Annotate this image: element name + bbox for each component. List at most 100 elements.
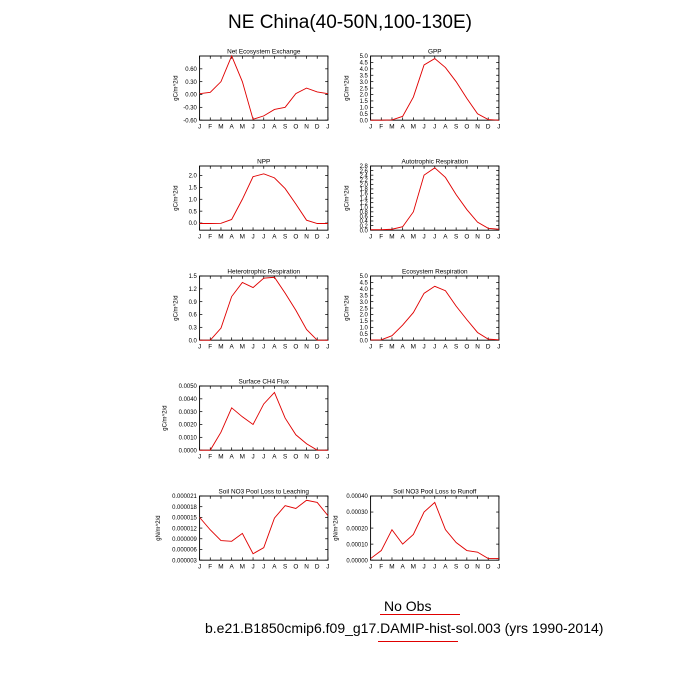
x-tick-label: N <box>304 233 309 240</box>
x-tick-label: F <box>208 453 212 460</box>
x-tick-label: A <box>230 343 235 350</box>
y-tick-label: 4.5 <box>360 61 369 67</box>
y-axis-label: gC/m^2/d <box>174 295 180 320</box>
x-tick-label: D <box>486 123 491 130</box>
x-tick-label: O <box>293 563 298 570</box>
x-tick-label: J <box>262 233 265 240</box>
panel-title: Soil NO3 Pool Loss to Runoff <box>393 488 476 495</box>
x-tick-label: M <box>389 123 394 130</box>
x-tick-label: J <box>198 123 201 130</box>
x-tick-label: J <box>369 563 372 570</box>
x-tick-label: S <box>454 233 458 240</box>
x-tick-label: F <box>379 343 383 350</box>
plot-frame <box>370 165 500 231</box>
x-tick-label: A <box>272 453 277 460</box>
y-tick-label: 1.2 <box>360 201 368 207</box>
x-tick-label: A <box>230 453 235 460</box>
panel-title: Net Ecosystem Exchange <box>227 48 301 55</box>
y-tick-label: 3.0 <box>360 300 369 306</box>
y-tick-label: 0.0 <box>189 221 198 227</box>
panel-title: NPP <box>257 158 270 165</box>
series-line <box>370 167 499 231</box>
series-line <box>199 54 328 120</box>
y-tick-label: 2.8 <box>360 164 369 170</box>
x-tick-label: J <box>198 343 201 350</box>
y-tick-label: 0.2 <box>360 224 368 230</box>
y-tick-label: -0.60 <box>183 118 197 124</box>
y-tick-label: 1.5 <box>360 319 369 325</box>
y-tick-label: -0.30 <box>183 106 197 112</box>
y-tick-label: 0.9 <box>189 300 198 306</box>
y-tick-label: 0.000018 <box>172 505 197 511</box>
y-tick-label: 2.0 <box>360 93 369 99</box>
y-axis-label: gC/m^2/d <box>345 185 351 210</box>
x-tick-label: J <box>369 343 372 350</box>
x-tick-label: M <box>218 343 223 350</box>
x-tick-label: O <box>464 563 469 570</box>
x-tick-label: M <box>411 563 416 570</box>
x-tick-label: J <box>326 233 329 240</box>
x-tick-label: M <box>240 453 245 460</box>
x-tick-label: D <box>315 343 320 350</box>
x-tick-label: D <box>315 123 320 130</box>
y-tick-label: 0.60 <box>185 67 197 73</box>
x-tick-label: J <box>198 233 201 240</box>
x-tick-label: J <box>251 563 254 570</box>
x-tick-label: A <box>401 233 406 240</box>
x-tick-label: A <box>443 563 448 570</box>
plot-frame <box>370 495 500 561</box>
x-tick-label: O <box>293 343 298 350</box>
y-tick-label: 0.000003 <box>172 558 197 564</box>
y-tick-label: 2.6 <box>360 169 369 175</box>
x-tick-label: J <box>198 563 201 570</box>
y-tick-label: 0.5 <box>360 112 369 118</box>
legend-line-marker <box>380 614 460 615</box>
x-tick-label: F <box>379 563 383 570</box>
y-tick-label: 0.6 <box>360 215 369 221</box>
y-tick-label: 2.0 <box>360 313 369 319</box>
x-tick-label: S <box>283 563 287 570</box>
case-line-marker <box>378 641 458 642</box>
x-tick-label: J <box>433 563 436 570</box>
y-tick-label: 0.00000 <box>346 558 368 564</box>
x-tick-label: M <box>218 453 223 460</box>
series-line <box>370 285 499 341</box>
x-tick-label: J <box>433 343 436 350</box>
y-tick-label: 5.0 <box>360 54 369 60</box>
x-tick-label: O <box>464 123 469 130</box>
series-line <box>199 173 328 224</box>
x-tick-label: M <box>411 343 416 350</box>
series-line <box>370 501 499 560</box>
y-tick-label: 0.0 <box>360 338 369 344</box>
y-tick-label: 1.5 <box>360 99 369 105</box>
y-tick-label: 0.30 <box>185 80 197 86</box>
panel-title: Surface CH4 Flux <box>238 378 289 385</box>
x-tick-label: O <box>464 233 469 240</box>
x-tick-label: J <box>251 123 254 130</box>
x-tick-label: M <box>218 563 223 570</box>
x-tick-label: S <box>283 233 287 240</box>
x-tick-label: J <box>369 123 372 130</box>
y-tick-label: 3.0 <box>360 80 369 86</box>
y-tick-label: 0.4 <box>360 219 369 225</box>
y-tick-label: 0.0 <box>189 338 198 344</box>
x-tick-label: S <box>283 453 287 460</box>
y-tick-label: 4.0 <box>360 67 369 73</box>
x-tick-label: M <box>411 123 416 130</box>
x-tick-label: S <box>283 123 287 130</box>
y-tick-label: 2.2 <box>360 178 368 184</box>
x-tick-label: J <box>422 563 425 570</box>
x-tick-label: J <box>262 123 265 130</box>
x-tick-label: N <box>304 343 309 350</box>
series-line <box>199 391 328 451</box>
y-tick-label: 4.0 <box>360 287 369 293</box>
y-axis-label: gN/m^2/d <box>334 515 340 540</box>
x-tick-label: O <box>293 123 298 130</box>
x-tick-label: D <box>315 453 320 460</box>
plot-frame <box>199 385 329 451</box>
